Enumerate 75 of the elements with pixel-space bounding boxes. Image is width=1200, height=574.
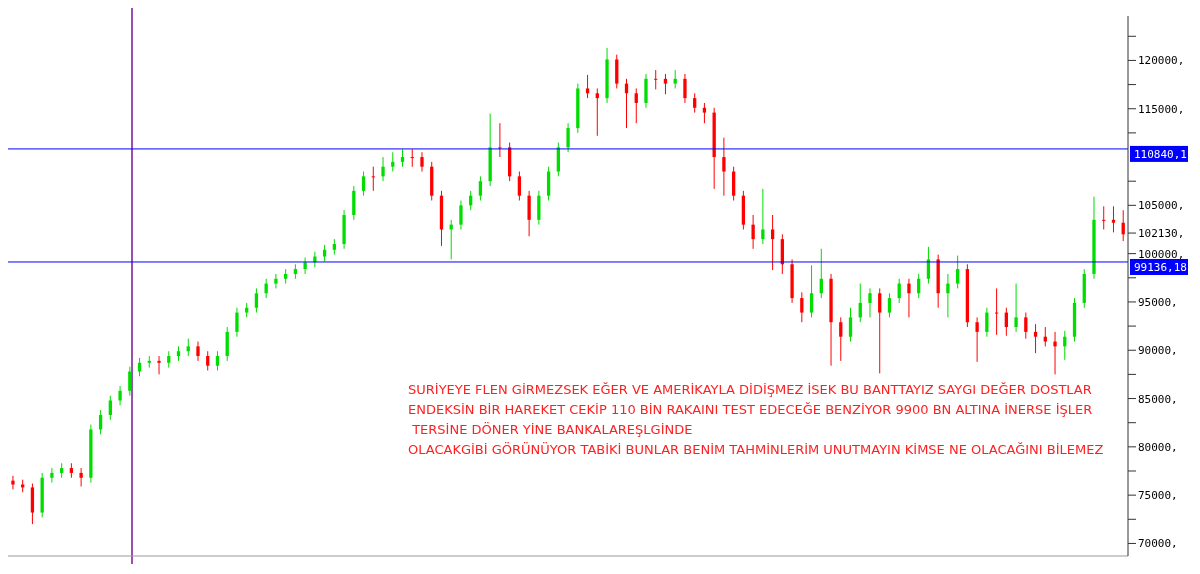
candlestick	[274, 273, 278, 289]
y-tick-label: 95000,	[1138, 295, 1178, 309]
candlestick	[800, 291, 804, 323]
annotation: SURİYEYE FLEN GİRMEZSEK EĞER VE AMERİKAYLA DİDİŞMEZ İSEK BU BANTTAYIZ SAYGI DEĞER DOSTLAR	[408, 381, 1093, 399]
candlestick	[118, 385, 122, 406]
candlestick	[478, 175, 483, 202]
y-tick-label: 120000,	[1138, 54, 1185, 68]
candlestick	[907, 278, 911, 318]
y-tick-label: 105000,	[1138, 199, 1185, 213]
candlestick	[128, 366, 132, 397]
candlestick	[946, 273, 950, 318]
candlestick	[371, 166, 375, 192]
candlestick	[206, 350, 210, 372]
candlestick	[839, 316, 843, 362]
candlestick	[702, 102, 707, 124]
candlestick	[11, 475, 15, 490]
ref-line-label: 110840,1	[1134, 147, 1187, 161]
candlestick	[1043, 326, 1047, 347]
candlestick	[459, 200, 463, 230]
candlestick	[634, 87, 638, 124]
candlestick	[673, 69, 677, 89]
candlestick	[303, 257, 307, 275]
candlestick	[79, 467, 83, 487]
candlestick	[722, 137, 726, 197]
candlestick	[848, 307, 853, 343]
candlestick	[683, 73, 687, 104]
candlestick	[654, 69, 658, 90]
candlestick	[235, 307, 239, 338]
candlestick	[381, 156, 385, 182]
candlestick	[517, 171, 522, 202]
candlestick	[1033, 323, 1038, 354]
candlestick	[1111, 205, 1116, 233]
candlestick	[761, 188, 765, 245]
candlestick	[498, 122, 502, 158]
candlestick	[50, 467, 54, 484]
candlestick	[108, 395, 112, 421]
candlestick	[809, 264, 814, 318]
candlestick	[1053, 331, 1057, 375]
candlestick	[985, 307, 989, 338]
candlestick	[420, 151, 424, 173]
candlestick	[254, 287, 259, 314]
y-tick-label: 70000,	[1138, 537, 1178, 551]
candlestick	[1102, 205, 1106, 230]
candlestick	[595, 87, 599, 137]
annotation: ENDEKSİN BİR HAREKET CEKİP 110 BİN RAKAINI TEST EDECEĞE BENZİYOR 9900 BN ALTINA İNERSE İŞLER	[408, 401, 1094, 419]
y-tick-label: 100000,	[1138, 247, 1185, 261]
candlestick	[878, 287, 882, 374]
candlestick	[157, 355, 161, 375]
annotation: OLACAKGİBİ GÖRÜNÜYOR TABİKİ BUNLAR BENİM TAHMİNLERİM UNUTMAYIN KİMSE NE OLACAĞINI BİLEMEZ	[408, 441, 1104, 459]
candlestick	[215, 350, 220, 372]
annotation: TERSİNE DÖNER YİNE BANKALAREŞLGİNDE	[411, 421, 694, 439]
candlestick	[585, 74, 590, 99]
candlestick	[410, 148, 414, 168]
ref-line-label: 99136,18	[1134, 260, 1187, 274]
candlestick	[770, 214, 775, 271]
y-tick-label: 75000,	[1138, 489, 1178, 503]
candlestick	[196, 341, 200, 362]
candlestick	[751, 214, 755, 250]
y-tick-label: 115000,	[1138, 102, 1185, 116]
candlestick	[1014, 283, 1018, 333]
candlestick	[693, 92, 697, 114]
candlestick	[887, 292, 892, 318]
candlestick	[975, 316, 979, 363]
y-tick-label: 90000,	[1138, 344, 1178, 358]
candlestick	[955, 255, 960, 289]
y-tick-label: 85000,	[1138, 392, 1178, 406]
candlestick	[868, 287, 872, 318]
candlestick	[663, 73, 668, 95]
y-tick-label: 102130,	[1138, 227, 1185, 241]
candlestick	[391, 151, 395, 173]
candlestick	[994, 287, 999, 336]
candlestick	[566, 122, 570, 153]
y-tick-label: 80000,	[1138, 440, 1178, 454]
candlestick	[361, 171, 366, 197]
candlestick	[1024, 312, 1028, 340]
